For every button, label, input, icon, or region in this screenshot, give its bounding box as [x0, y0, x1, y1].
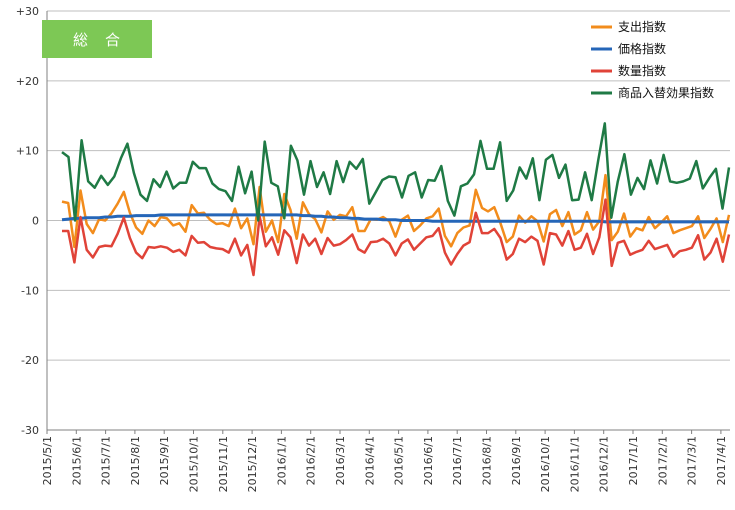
series-line-0 [61, 173, 731, 249]
x-tick-label: 2015/11/1 [217, 436, 230, 492]
x-tick-label: 2016/6/1 [422, 436, 435, 485]
x-tick-label: 2015/6/1 [70, 436, 83, 485]
x-tick-label: 2017/4/1 [715, 436, 728, 485]
series-line-1 [61, 213, 729, 224]
x-tick-labels: 2015/5/1 2015/6/1 2015/7/1 2015/8/1 2015/9/1… [41, 436, 728, 492]
x-tick-label: 2016/12/1 [598, 436, 611, 492]
title-badge: 総 合 [42, 20, 152, 58]
x-tick-label: 2016/1/1 [275, 436, 288, 485]
x-tick-label: 2016/3/1 [334, 436, 347, 485]
x-tick-label: 2017/2/1 [656, 436, 669, 485]
x-tick-label: 2016/8/1 [481, 436, 494, 485]
series-lines [61, 122, 731, 277]
legend-label: 支出指数 [618, 19, 666, 34]
x-tick-label: 2016/7/1 [451, 436, 464, 485]
x-tick-label: 2016/9/1 [510, 436, 523, 485]
x-tick-label: 2016/5/1 [393, 436, 406, 485]
x-tick-label: 2017/1/1 [627, 436, 640, 485]
y-tick-label: 0 [32, 215, 39, 228]
y-tick-label: -10 [21, 284, 39, 297]
x-tick-label: 2017/3/1 [686, 436, 699, 485]
y-tick-label: -20 [21, 354, 39, 367]
x-tick-label: 2016/10/1 [539, 436, 552, 492]
series-line-3 [61, 122, 731, 222]
chart-title: 総 合 [73, 31, 121, 49]
y-tick-label: +30 [16, 5, 39, 18]
x-tick-label: 2016/11/1 [568, 436, 581, 492]
legend-label: 価格指数 [618, 41, 666, 56]
x-tick-label: 2016/2/1 [305, 436, 318, 485]
x-tick-label: 2015/12/1 [246, 436, 259, 492]
legend-label: 数量指数 [618, 63, 666, 78]
x-tick-label: 2015/5/1 [41, 436, 54, 485]
y-tick-label: +10 [16, 145, 39, 158]
x-tick-label: 2015/8/1 [129, 436, 142, 485]
series-line-2 [62, 198, 731, 277]
x-tick-label: 2016/4/1 [363, 436, 376, 485]
y-tick-label: +20 [16, 75, 39, 88]
y-tick-label: -30 [21, 424, 39, 437]
y-tick-labels: +30 +20 +10 0 -10 -20 -30 [16, 5, 39, 437]
legend-label: 商品入替効果指数 [618, 85, 714, 100]
axes [46, 11, 730, 434]
title-badge-background [42, 20, 152, 58]
x-tick-label: 2015/9/1 [158, 436, 171, 485]
x-tick-label: 2015/10/1 [188, 436, 201, 492]
x-tick-label: 2015/7/1 [100, 436, 113, 485]
